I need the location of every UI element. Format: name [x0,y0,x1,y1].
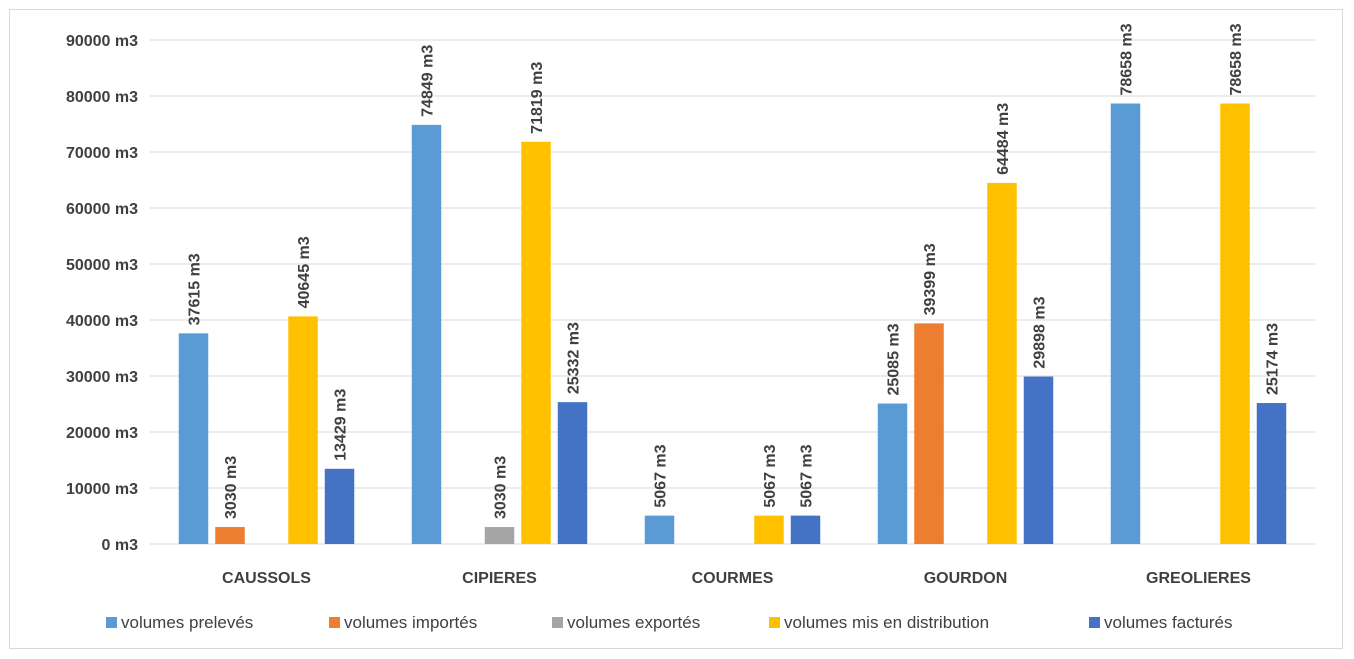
x-tick-label: GOURDON [924,570,1008,587]
bar [288,316,318,544]
legend-item: volumes importés [329,613,477,632]
data-label: 5067 m3 [653,444,670,507]
data-label: 29898 m3 [1032,296,1049,368]
data-label: 3030 m3 [223,456,240,519]
legend-label: volumes facturés [1104,613,1233,632]
bar [521,141,551,544]
data-label: 3030 m3 [493,456,510,519]
x-tick-label: GREOLIERES [1146,570,1251,587]
bar [1023,376,1054,544]
bar [877,403,908,544]
data-label: 5067 m3 [762,444,779,507]
legend-item: volumes mis en distribution [769,613,989,632]
y-tick-label: 30000 m3 [66,369,138,386]
data-label: 40645 m3 [296,236,313,308]
data-label: 25174 m3 [1265,323,1282,395]
y-tick-label: 10000 m3 [66,481,138,498]
legend-label: volumes exportés [567,613,700,632]
data-label: 25085 m3 [886,323,903,395]
legend-item: volumes prelevés [106,613,253,632]
data-label: 71819 m3 [529,62,546,134]
data-label: 78658 m3 [1228,23,1245,95]
legend-swatch [106,617,117,628]
bar [178,333,209,544]
bar [324,468,355,544]
x-tick-label: CIPIERES [462,570,537,587]
legend-label: volumes prelevés [121,613,253,632]
bar [1220,103,1250,544]
data-label: 37615 m3 [187,253,204,325]
y-tick-label: 90000 m3 [66,33,138,50]
legend-swatch [769,617,780,628]
bar [557,402,588,544]
legend-label: volumes mis en distribution [784,613,989,632]
bar [484,527,515,544]
data-label: 13429 m3 [333,389,350,461]
bar [1110,103,1141,544]
bar [754,515,784,544]
legend-swatch [329,617,340,628]
x-tick-label: COURMES [692,570,774,587]
y-tick-label: 80000 m3 [66,89,138,106]
data-label: 5067 m3 [799,444,816,507]
legend-swatch [552,617,563,628]
bar [790,515,821,544]
x-tick-label: CAUSSOLS [222,570,311,587]
y-tick-label: 20000 m3 [66,425,138,442]
legend-item: volumes facturés [1089,613,1233,632]
bar [644,515,675,544]
y-tick-label: 0 m3 [102,537,139,554]
bar [215,527,245,544]
y-tick-label: 70000 m3 [66,145,138,162]
bar [914,323,944,544]
data-label: 25332 m3 [566,322,583,394]
y-tick-label: 60000 m3 [66,201,138,218]
bar [987,182,1017,545]
data-label: 74849 m3 [420,45,437,117]
y-tick-label: 50000 m3 [66,257,138,274]
legend-swatch [1089,617,1100,628]
bar [411,124,442,545]
data-label: 39399 m3 [922,243,939,315]
legend-item: volumes exportés [552,613,700,632]
legend-label: volumes importés [344,613,477,632]
bar [1256,403,1287,544]
y-tick-label: 40000 m3 [66,313,138,330]
data-label: 64484 m3 [995,103,1012,175]
data-label: 78658 m3 [1119,23,1136,95]
